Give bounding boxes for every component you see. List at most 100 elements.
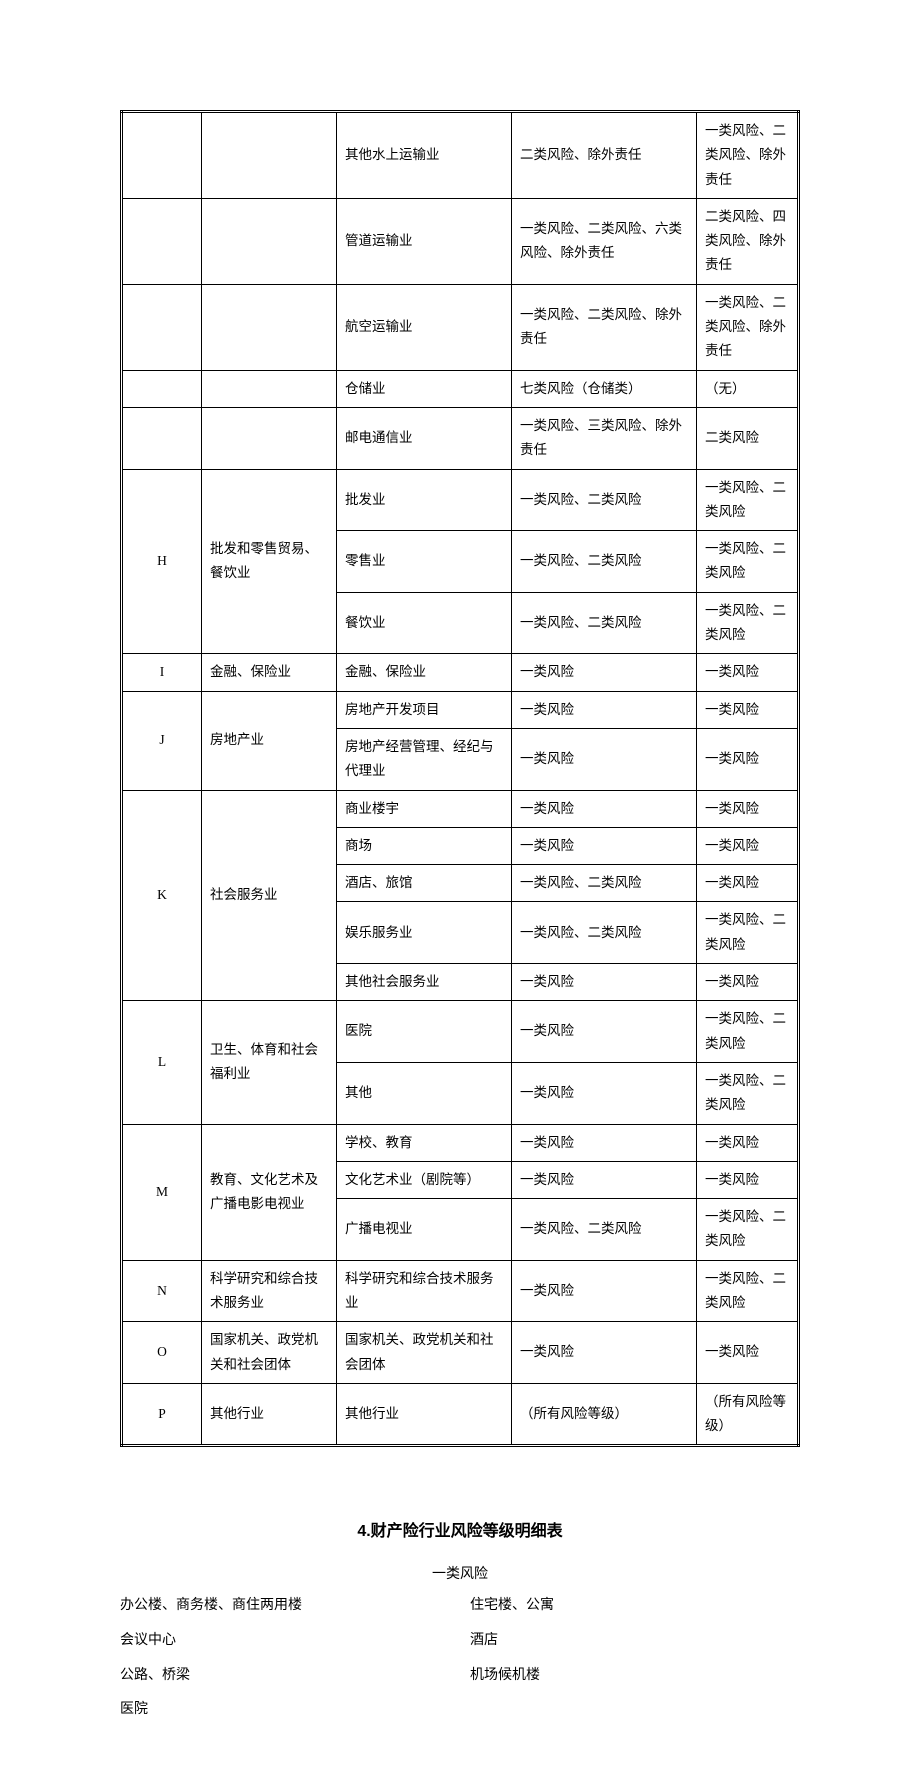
risk2-cell: 一类风险、二类风险 — [697, 1199, 799, 1261]
sub-industry-cell: 广播电视业 — [337, 1199, 512, 1261]
risk1-cell: 一类风险 — [512, 1260, 697, 1322]
risk2-cell: 二类风险、四类风险、除外责任 — [697, 198, 799, 284]
sub-industry-cell: 其他 — [337, 1062, 512, 1124]
risk1-cell: 二类风险、除外责任 — [512, 112, 697, 199]
risk1-cell: 一类风险、二类风险 — [512, 902, 697, 964]
risk1-cell: 一类风险、三类风险、除外责任 — [512, 407, 697, 469]
risk2-cell: 一类风险 — [697, 865, 799, 902]
sub-industry-cell: 商场 — [337, 827, 512, 864]
code-cell: H — [122, 469, 202, 654]
code-cell: I — [122, 654, 202, 691]
industry-cell: 科学研究和综合技术服务业 — [202, 1260, 337, 1322]
table-row: L卫生、体育和社会福利业医院一类风险一类风险、二类风险 — [122, 1001, 799, 1063]
risk2-cell: 一类风险、二类风险 — [697, 902, 799, 964]
industry-cell: 房地产业 — [202, 691, 337, 790]
risk1-cell: 七类风险（仓储类） — [512, 370, 697, 407]
table-row: H批发和零售贸易、餐饮业批发业一类风险、二类风险一类风险、二类风险 — [122, 469, 799, 531]
risk1-cell: 一类风险、二类风险 — [512, 865, 697, 902]
sub-industry-cell: 酒店、旅馆 — [337, 865, 512, 902]
risk1-cell: 一类风险 — [512, 1322, 697, 1384]
sub-industry-cell: 邮电通信业 — [337, 407, 512, 469]
risk1-cell: （所有风险等级） — [512, 1383, 697, 1446]
risk-classification-table: 其他水上运输业二类风险、除外责任一类风险、二类风险、除外责任管道运输业一类风险、… — [120, 110, 800, 1447]
risk2-cell: 一类风险、二类风险 — [697, 592, 799, 654]
code-cell: P — [122, 1383, 202, 1446]
sub-industry-cell: 国家机关、政党机关和社会团体 — [337, 1322, 512, 1384]
sub-industry-cell: 房地产经营管理、经纪与代理业 — [337, 728, 512, 790]
industry-cell — [202, 370, 337, 407]
sub-industry-cell: 房地产开发项目 — [337, 691, 512, 728]
risk2-cell: 一类风险、二类风险、除外责任 — [697, 112, 799, 199]
sub-industry-cell: 其他行业 — [337, 1383, 512, 1446]
industry-cell: 社会服务业 — [202, 790, 337, 1001]
risk2-cell: （所有风险等级） — [697, 1383, 799, 1446]
risk1-cell: 一类风险 — [512, 1062, 697, 1124]
risk2-cell: 一类风险 — [697, 728, 799, 790]
sub-industry-cell: 批发业 — [337, 469, 512, 531]
section-title: 4.财产险行业风险等级明细表 — [120, 1517, 800, 1541]
sub-industry-cell: 管道运输业 — [337, 198, 512, 284]
risk1-cell: 一类风险 — [512, 728, 697, 790]
sub-industry-cell: 医院 — [337, 1001, 512, 1063]
list-item: 医院 — [120, 1697, 450, 1724]
table-row: P其他行业其他行业（所有风险等级）（所有风险等级） — [122, 1383, 799, 1446]
risk2-cell: 一类风险、二类风险 — [697, 1001, 799, 1063]
sub-industry-cell: 其他水上运输业 — [337, 112, 512, 199]
risk1-cell: 一类风险、二类风险 — [512, 531, 697, 593]
sub-industry-cell: 零售业 — [337, 531, 512, 593]
risk2-cell: 一类风险 — [697, 964, 799, 1001]
risk2-cell: 一类风险 — [697, 654, 799, 691]
section-subtitle: 一类风险 — [120, 1563, 800, 1583]
risk2-cell: 一类风险 — [697, 790, 799, 827]
industry-cell: 教育、文化艺术及广播电影电视业 — [202, 1124, 337, 1260]
risk1-cell: 一类风险、二类风险 — [512, 469, 697, 531]
table-row: N科学研究和综合技术服务业科学研究和综合技术服务业一类风险一类风险、二类风险 — [122, 1260, 799, 1322]
table-row: 管道运输业一类风险、二类风险、六类风险、除外责任二类风险、四类风险、除外责任 — [122, 198, 799, 284]
sub-industry-cell: 金融、保险业 — [337, 654, 512, 691]
sub-industry-cell: 餐饮业 — [337, 592, 512, 654]
code-cell: N — [122, 1260, 202, 1322]
risk2-cell: 一类风险、二类风险 — [697, 1260, 799, 1322]
industry-cell: 批发和零售贸易、餐饮业 — [202, 469, 337, 654]
risk2-cell: 二类风险 — [697, 407, 799, 469]
risk1-cell: 一类风险、二类风险、六类风险、除外责任 — [512, 198, 697, 284]
risk1-cell: 一类风险 — [512, 691, 697, 728]
table-row: J房地产业房地产开发项目一类风险一类风险 — [122, 691, 799, 728]
code-cell — [122, 112, 202, 199]
risk1-cell: 一类风险 — [512, 654, 697, 691]
table-row: K社会服务业商业楼宇一类风险一类风险 — [122, 790, 799, 827]
code-cell: M — [122, 1124, 202, 1260]
table-row: 航空运输业一类风险、二类风险、除外责任一类风险、二类风险、除外责任 — [122, 284, 799, 370]
list-item: 住宅楼、公寓 — [470, 1593, 800, 1620]
industry-cell — [202, 407, 337, 469]
industry-cell — [202, 112, 337, 199]
risk2-cell: 一类风险、二类风险 — [697, 531, 799, 593]
industry-cell: 卫生、体育和社会福利业 — [202, 1001, 337, 1124]
risk2-cell: 一类风险 — [697, 827, 799, 864]
list-item: 办公楼、商务楼、商住两用楼 — [120, 1593, 450, 1620]
list-item: 公路、桥梁 — [120, 1663, 450, 1690]
list-item: 机场候机楼 — [470, 1663, 800, 1690]
industry-cell: 国家机关、政党机关和社会团体 — [202, 1322, 337, 1384]
table-row: M教育、文化艺术及广播电影电视业学校、教育一类风险一类风险 — [122, 1124, 799, 1161]
risk2-cell: 一类风险 — [697, 1124, 799, 1161]
risk2-cell: 一类风险、二类风险 — [697, 1062, 799, 1124]
code-cell — [122, 407, 202, 469]
table-row: 邮电通信业一类风险、三类风险、除外责任二类风险 — [122, 407, 799, 469]
code-cell — [122, 198, 202, 284]
table-row: 其他水上运输业二类风险、除外责任一类风险、二类风险、除外责任 — [122, 112, 799, 199]
risk2-cell: 一类风险 — [697, 1161, 799, 1198]
code-cell: K — [122, 790, 202, 1001]
sub-industry-cell: 娱乐服务业 — [337, 902, 512, 964]
risk1-cell: 一类风险、二类风险 — [512, 592, 697, 654]
industry-cell: 其他行业 — [202, 1383, 337, 1446]
code-cell: L — [122, 1001, 202, 1124]
risk1-cell: 一类风险 — [512, 964, 697, 1001]
sub-industry-cell: 学校、教育 — [337, 1124, 512, 1161]
risk1-cell: 一类风险、二类风险、除外责任 — [512, 284, 697, 370]
table-row: O国家机关、政党机关和社会团体国家机关、政党机关和社会团体一类风险一类风险 — [122, 1322, 799, 1384]
risk1-cell: 一类风险 — [512, 827, 697, 864]
sub-industry-cell: 科学研究和综合技术服务业 — [337, 1260, 512, 1322]
code-cell: O — [122, 1322, 202, 1384]
risk1-cell: 一类风险 — [512, 1124, 697, 1161]
